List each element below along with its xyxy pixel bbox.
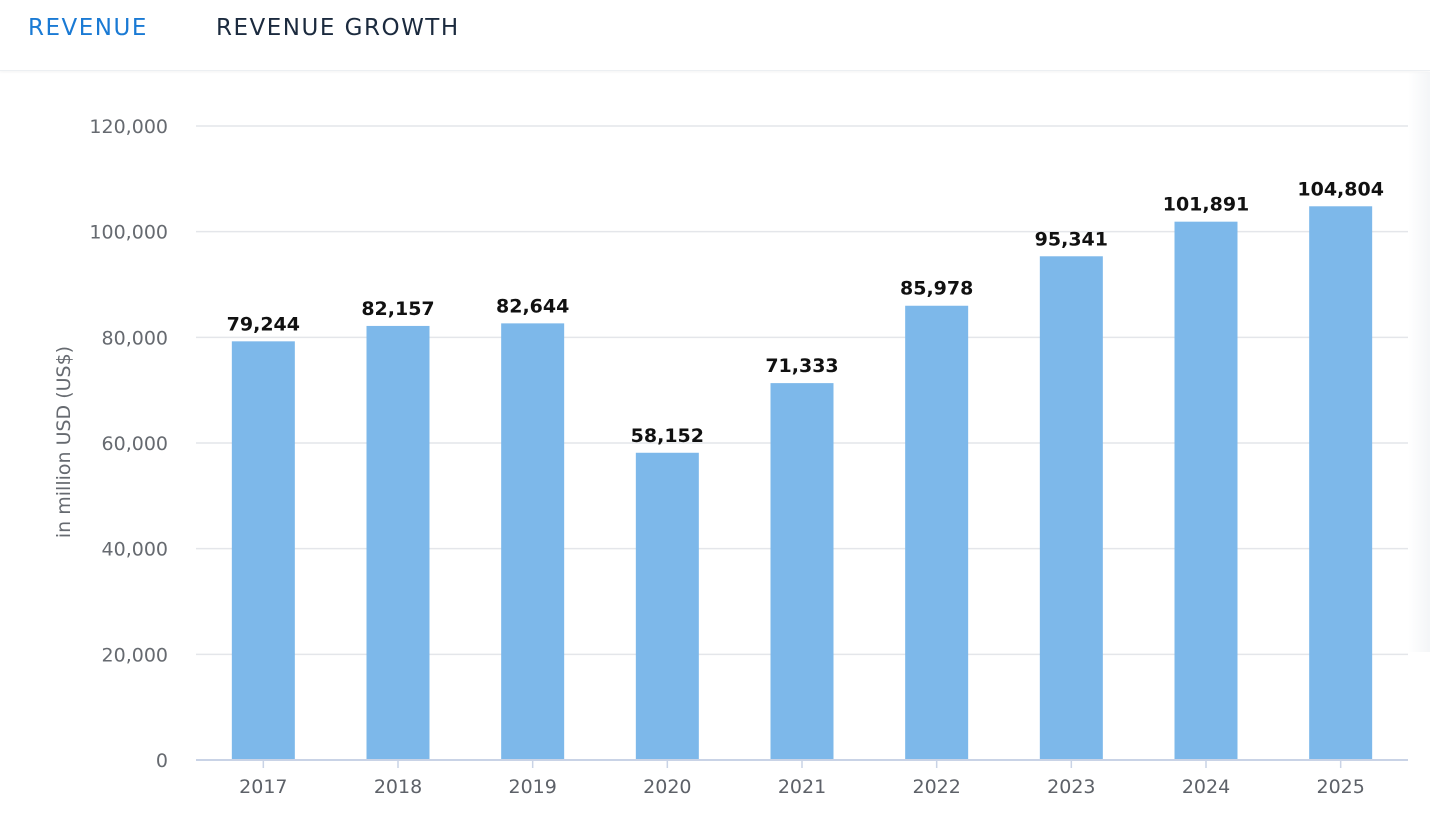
data-label-2024: 101,891 xyxy=(1163,194,1250,216)
y-tick-label: 60,000 xyxy=(102,433,168,455)
axes: 0 20,000 40,000 60,000 80,000 100,000 120,000 2… xyxy=(89,116,1408,798)
scroll-shadow xyxy=(1408,72,1430,652)
tab-bar: REVENUE REVENUE GROWTH xyxy=(0,0,1430,71)
bar-2017[interactable] xyxy=(231,341,295,760)
x-tick-label-2023: 2023 xyxy=(1047,776,1095,798)
data-label-2023: 95,341 xyxy=(1035,228,1108,250)
x-tick-label-2019: 2019 xyxy=(508,776,556,798)
bars xyxy=(231,206,1373,761)
data-labels: 79,244 82,157 82,644 58,152 71,333 85,978 95,3… xyxy=(227,178,1384,446)
data-label-2018: 82,157 xyxy=(361,298,434,320)
bar-2022[interactable] xyxy=(905,305,969,760)
bar-2021[interactable] xyxy=(770,383,834,760)
bar-2025[interactable] xyxy=(1309,206,1373,761)
bar-2023[interactable] xyxy=(1039,256,1103,760)
data-label-2021: 71,333 xyxy=(765,355,838,377)
y-axis-title: in million USD (US$) xyxy=(53,346,75,538)
data-label-2020: 58,152 xyxy=(631,425,704,447)
y-tick-label: 100,000 xyxy=(89,222,168,244)
x-tick-label-2024: 2024 xyxy=(1182,776,1230,798)
x-tick-label-2022: 2022 xyxy=(912,776,960,798)
data-label-2019: 82,644 xyxy=(496,295,569,317)
x-tick-label-2018: 2018 xyxy=(374,776,422,798)
x-tick-label-2017: 2017 xyxy=(239,776,287,798)
y-tick-label: 40,000 xyxy=(102,539,168,561)
tab-revenue[interactable]: REVENUE xyxy=(28,15,148,41)
y-tick-label: 120,000 xyxy=(89,116,168,138)
x-tick-label-2021: 2021 xyxy=(778,776,826,798)
bar-2018[interactable] xyxy=(366,325,430,760)
x-tick-label-2025: 2025 xyxy=(1316,776,1364,798)
data-label-2025: 104,804 xyxy=(1297,178,1384,200)
y-tick-label: 20,000 xyxy=(102,644,168,666)
y-tick-label: 0 xyxy=(156,750,168,772)
bar-2020[interactable] xyxy=(635,452,699,760)
tab-revenue-growth[interactable]: REVENUE GROWTH xyxy=(216,15,460,41)
x-tick-label-2020: 2020 xyxy=(643,776,691,798)
data-label-2022: 85,978 xyxy=(900,278,973,300)
y-tick-label: 80,000 xyxy=(102,327,168,349)
bar-2024[interactable] xyxy=(1174,221,1238,760)
data-label-2017: 79,244 xyxy=(227,313,300,335)
bar-2019[interactable] xyxy=(501,323,565,760)
